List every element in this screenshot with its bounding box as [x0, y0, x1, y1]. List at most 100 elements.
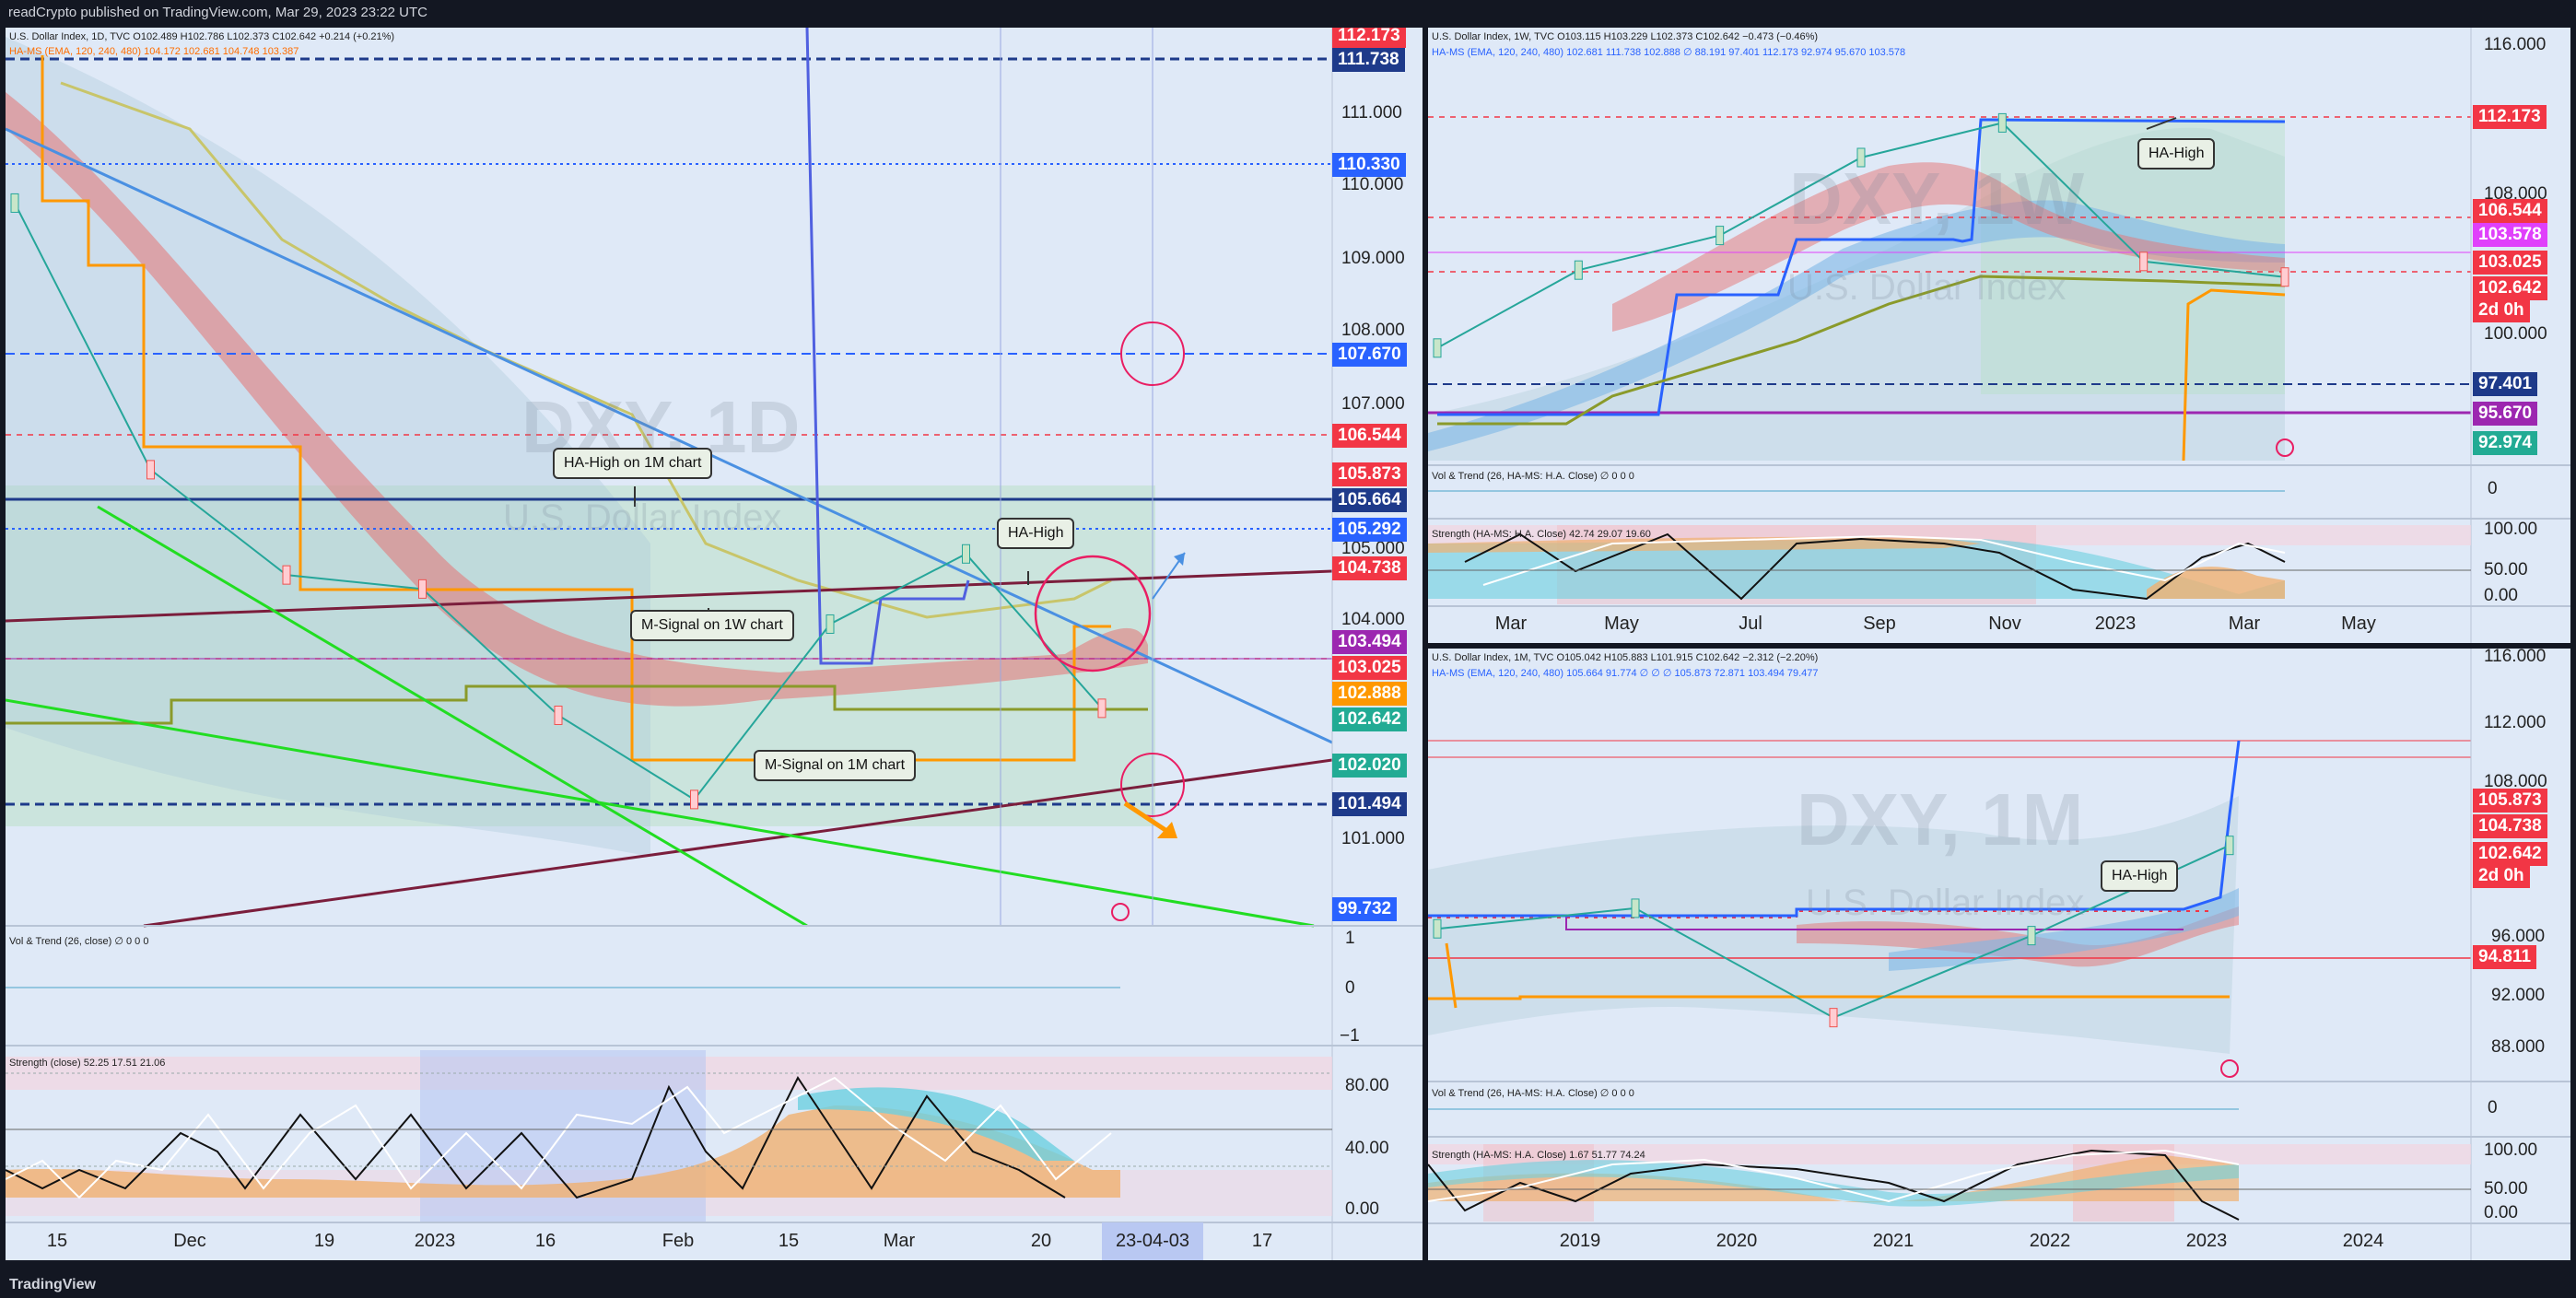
maroon-trendline-upper	[6, 569, 1333, 623]
price-tick: 111.000	[1341, 103, 1402, 123]
weekly-blue-step	[1437, 118, 2286, 416]
w-time-label: May	[1604, 614, 1639, 634]
m-badge: 94.811	[2473, 945, 2537, 969]
m-badge: 104.738	[2473, 814, 2547, 838]
publish-header: readCrypto published on TradingView.com,…	[0, 0, 2576, 26]
w-strength-tick: 0.00	[2484, 586, 2518, 605]
daily-legend-1: U.S. Dollar Index, 1D, TVC O102.489 H102…	[9, 31, 395, 42]
vol-tick: 1	[1345, 929, 1355, 948]
down-arrow	[1123, 801, 1173, 836]
price-badge: 101.494	[1332, 792, 1407, 816]
monthly-watermark-sub: U.S. Dollar Index	[1806, 883, 2085, 923]
time-label: 15	[778, 1231, 800, 1251]
w-badge: 2d 0h	[2473, 298, 2530, 322]
w-time-label: Nov	[1988, 614, 2021, 634]
monthly-red-band	[1797, 906, 2239, 967]
price-point	[1433, 338, 1442, 358]
w-badge: 112.173	[2473, 105, 2547, 129]
price-tick: 105.000	[1341, 539, 1405, 558]
w-price-tick: 100.000	[2484, 324, 2547, 344]
price-point	[1097, 698, 1107, 719]
m-time-label: 2023	[2185, 1231, 2228, 1251]
price-badge: 105.873	[1332, 462, 1407, 486]
price-point	[418, 579, 427, 599]
note-msignal-1m: M-Signal on 1M chart	[754, 750, 917, 781]
m-price-tick: 92.000	[2491, 986, 2546, 1005]
w-badge: 103.578	[2473, 223, 2547, 247]
m-badge: 102.642	[2473, 842, 2547, 866]
m-price-tick: 88.000	[2491, 1037, 2546, 1057]
target-circle-mid	[1034, 555, 1152, 672]
weekly-bolt-icon[interactable]	[2276, 439, 2294, 457]
price-badge: 103.025	[1332, 656, 1407, 680]
weekly-red-band	[1612, 162, 2285, 332]
weekly-chart-panel[interactable]: U.S. Dollar Index, 1W, TVC O103.115 H103…	[1428, 28, 2570, 643]
strength-tick: 40.00	[1345, 1139, 1389, 1158]
weekly-chart-svg[interactable]	[1428, 28, 2570, 643]
m-vol-label: Vol & Trend (26, HA-MS: H.A. Close) ∅ 0 …	[1432, 1088, 1634, 1099]
w-badge: 95.670	[2473, 402, 2538, 426]
vol-tick: −1	[1340, 1026, 1360, 1046]
w-strength-tick: 50.00	[2484, 560, 2528, 579]
price-badge: 105.292	[1332, 518, 1407, 542]
m-price-tick: 96.000	[2491, 927, 2546, 946]
monthly-chart-panel[interactable]: U.S. Dollar Index, 1M, TVC O105.042 H105…	[1428, 649, 2570, 1260]
price-badge: 112.173	[1332, 28, 1406, 48]
olive-msignal-line	[6, 684, 1148, 725]
monthly-blue-band	[1889, 888, 2239, 971]
daily-watermark-sub: U.S. Dollar Index	[503, 497, 782, 538]
strength-tick: 80.00	[1345, 1076, 1389, 1095]
m-orange-line	[1428, 995, 2230, 1000]
time-cursor-label-bg	[1102, 1222, 1203, 1260]
m-vol-tick: 0	[2488, 1098, 2498, 1117]
price-point	[1631, 898, 1640, 918]
price-point	[1574, 260, 1583, 280]
time-label: 15	[46, 1231, 68, 1251]
alert-bolt-icon[interactable]	[1111, 903, 1130, 921]
price-point	[2139, 251, 2149, 272]
price-badge: 102.888	[1332, 682, 1407, 706]
weekly-legend-2: HA-MS (EMA, 120, 240, 480) 102.681 111.7…	[1432, 47, 1906, 58]
m-orange-drop	[1445, 942, 1458, 1009]
time-label: 19	[313, 1231, 335, 1251]
w-time-label: Mar	[2228, 614, 2261, 634]
price-tick: 110.000	[1341, 175, 1404, 194]
daily-chart-svg[interactable]	[6, 28, 1423, 1260]
weekly-price-scale[interactable]	[2471, 28, 2570, 643]
w-price-tick: 116.000	[2484, 35, 2547, 54]
w-time-label: Mar	[1494, 614, 1528, 634]
daily-chart-panel[interactable]: U.S. Dollar Index, 1D, TVC O102.489 H102…	[6, 28, 1423, 1260]
publisher-text: readCrypto published on TradingView.com,…	[8, 5, 427, 20]
monthly-candles	[1433, 836, 2234, 1028]
m-price-tick: 116.000	[2484, 649, 2547, 666]
monthly-bolt-icon[interactable]	[2220, 1059, 2239, 1078]
weekly-orange-line	[2182, 288, 2286, 462]
weekly-legend-1: U.S. Dollar Index, 1W, TVC O103.115 H103…	[1432, 31, 1819, 42]
green-trendline-2	[97, 505, 808, 928]
price-point	[2027, 926, 2036, 946]
tradingview-logo[interactable]: TradingView	[9, 1277, 96, 1292]
down-arrow-head	[1157, 822, 1177, 838]
w-badge: 97.401	[2473, 372, 2538, 396]
vol-trend-label: Vol & Trend (26, close) ∅ 0 0 0	[9, 936, 149, 947]
w-badge: 103.025	[2473, 251, 2547, 275]
price-badge: 106.544	[1332, 424, 1407, 448]
w-strength-tick: 100.00	[2484, 520, 2538, 539]
m-badge: 2d 0h	[2473, 864, 2530, 888]
w-strength-cyan	[1428, 539, 2285, 599]
price-point	[1829, 1008, 1838, 1028]
time-label: 20	[1030, 1231, 1052, 1251]
m-strength-tick: 50.00	[2484, 1179, 2528, 1199]
note-ha-high: HA-High	[997, 518, 1075, 549]
price-tick: 107.000	[1341, 394, 1405, 414]
price-badge: 110.330	[1332, 153, 1406, 177]
monthly-chart-svg[interactable]	[1428, 649, 2570, 1260]
w-vol-tick: 0	[2488, 479, 2498, 498]
daily-candles	[10, 193, 1107, 810]
price-tick: 101.000	[1341, 829, 1405, 848]
m-blue-step	[1428, 740, 2241, 918]
price-badge: 104.738	[1332, 556, 1407, 580]
price-point	[1997, 112, 2007, 133]
price-badge: 102.642	[1332, 707, 1407, 731]
m-time-label: 2021	[1872, 1231, 1914, 1251]
